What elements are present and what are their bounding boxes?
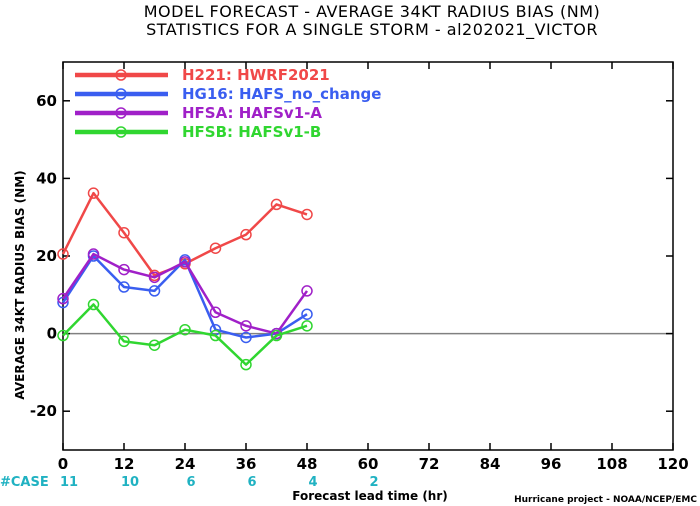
y-tick-label: 0 (47, 325, 57, 343)
data-point-hfsa (209, 306, 222, 319)
legend-label-hfsa: HFSA: HAFSv1-A (182, 104, 322, 122)
y-axis-ticks: -20 0 20 40 60 (30, 92, 673, 420)
data-point-hfsa (118, 263, 130, 276)
legend-label-hg16: HG16: HAFS_no_change (182, 85, 381, 103)
x-tick-label: 60 (358, 455, 379, 473)
data-point-hfsb (87, 298, 100, 311)
data-point-hfsb (240, 358, 252, 371)
data-point-hfsa (87, 248, 100, 260)
x-tick-label: 12 (114, 455, 135, 473)
chart-title: MODEL FORECAST - AVERAGE 34KT RADIUS BIA… (144, 2, 601, 21)
x-tick-label: 36 (236, 455, 257, 473)
y-tick-label: 40 (36, 169, 57, 187)
case-count: 6 (186, 475, 195, 490)
data-point-h221 (209, 242, 222, 254)
data-point-hfsb (301, 320, 313, 332)
data-point-h221 (118, 226, 130, 239)
legend-label-h221: H221: HWRF2021 (182, 66, 330, 84)
data-point-h221 (87, 187, 100, 199)
data-point-hfsa (301, 285, 313, 297)
x-tick-label: 48 (297, 455, 318, 473)
data-point-hfsb (209, 329, 222, 342)
data-point-h221 (301, 208, 313, 221)
legend-label-hfsb: HFSB: HAFSv1-B (182, 123, 321, 141)
data-point-hfsb (118, 335, 130, 348)
credit-text: Hurricane project - NOAA/NCEP/EMC (514, 495, 697, 505)
data-point-hg16 (118, 281, 130, 293)
x-tick-label: 0 (58, 455, 68, 473)
legend-marker-h221 (115, 69, 127, 81)
data-point-hfsb (148, 339, 161, 351)
case-label: #CASE (0, 475, 49, 490)
series-line-hfsa (61, 252, 309, 335)
x-tick-label: 72 (419, 455, 440, 473)
data-point-hfsa (240, 320, 252, 332)
chart-subtitle: STATISTICS FOR A SINGLE STORM - al202021… (146, 20, 598, 40)
case-count: 4 (308, 475, 317, 490)
y-axis-label: AVERAGE 34KT RADIUS BIAS (NM) (13, 170, 27, 399)
data-point-h221 (240, 228, 252, 241)
y-tick-label: -20 (30, 402, 57, 420)
x-tick-label: 84 (480, 455, 501, 473)
case-count: 2 (369, 475, 378, 490)
data-point-hfsb (57, 329, 69, 342)
data-point-hfsa (148, 271, 161, 284)
x-axis-label: Forecast lead time (hr) (292, 489, 448, 503)
x-tick-label: 96 (541, 455, 562, 473)
data-point-hfsb (179, 323, 191, 336)
legend-marker-hfsb (115, 126, 127, 138)
x-tick-label: 108 (596, 455, 627, 473)
data-point-hg16 (301, 308, 313, 320)
data-point-hg16 (240, 331, 252, 344)
y-tick-label: 20 (36, 247, 57, 265)
series-layer (57, 187, 313, 371)
y-tick-label: 60 (36, 92, 57, 110)
case-counts: 11 10 6 6 4 2 (60, 475, 379, 490)
series-line-hfsb (62, 303, 308, 366)
data-point-hfsb (270, 329, 283, 342)
case-count: 6 (247, 475, 256, 490)
x-tick-label: 24 (175, 455, 196, 473)
case-count: 10 (121, 475, 139, 490)
data-point-hfsa (57, 292, 69, 305)
x-axis-ticks: 0 12 24 36 48 60 72 84 96 108 120 (58, 62, 689, 473)
x-tick-label: 120 (657, 455, 688, 473)
data-point-h221 (57, 248, 69, 260)
series-line-hg16 (61, 254, 308, 339)
plot-frame (62, 61, 674, 451)
legend-marker-hg16 (115, 88, 127, 100)
case-count: 11 (60, 475, 78, 490)
data-point-hfsa (179, 256, 191, 268)
data-point-h221 (270, 198, 283, 211)
legend-marker-hfsa (115, 107, 127, 119)
data-point-hg16 (148, 285, 161, 297)
